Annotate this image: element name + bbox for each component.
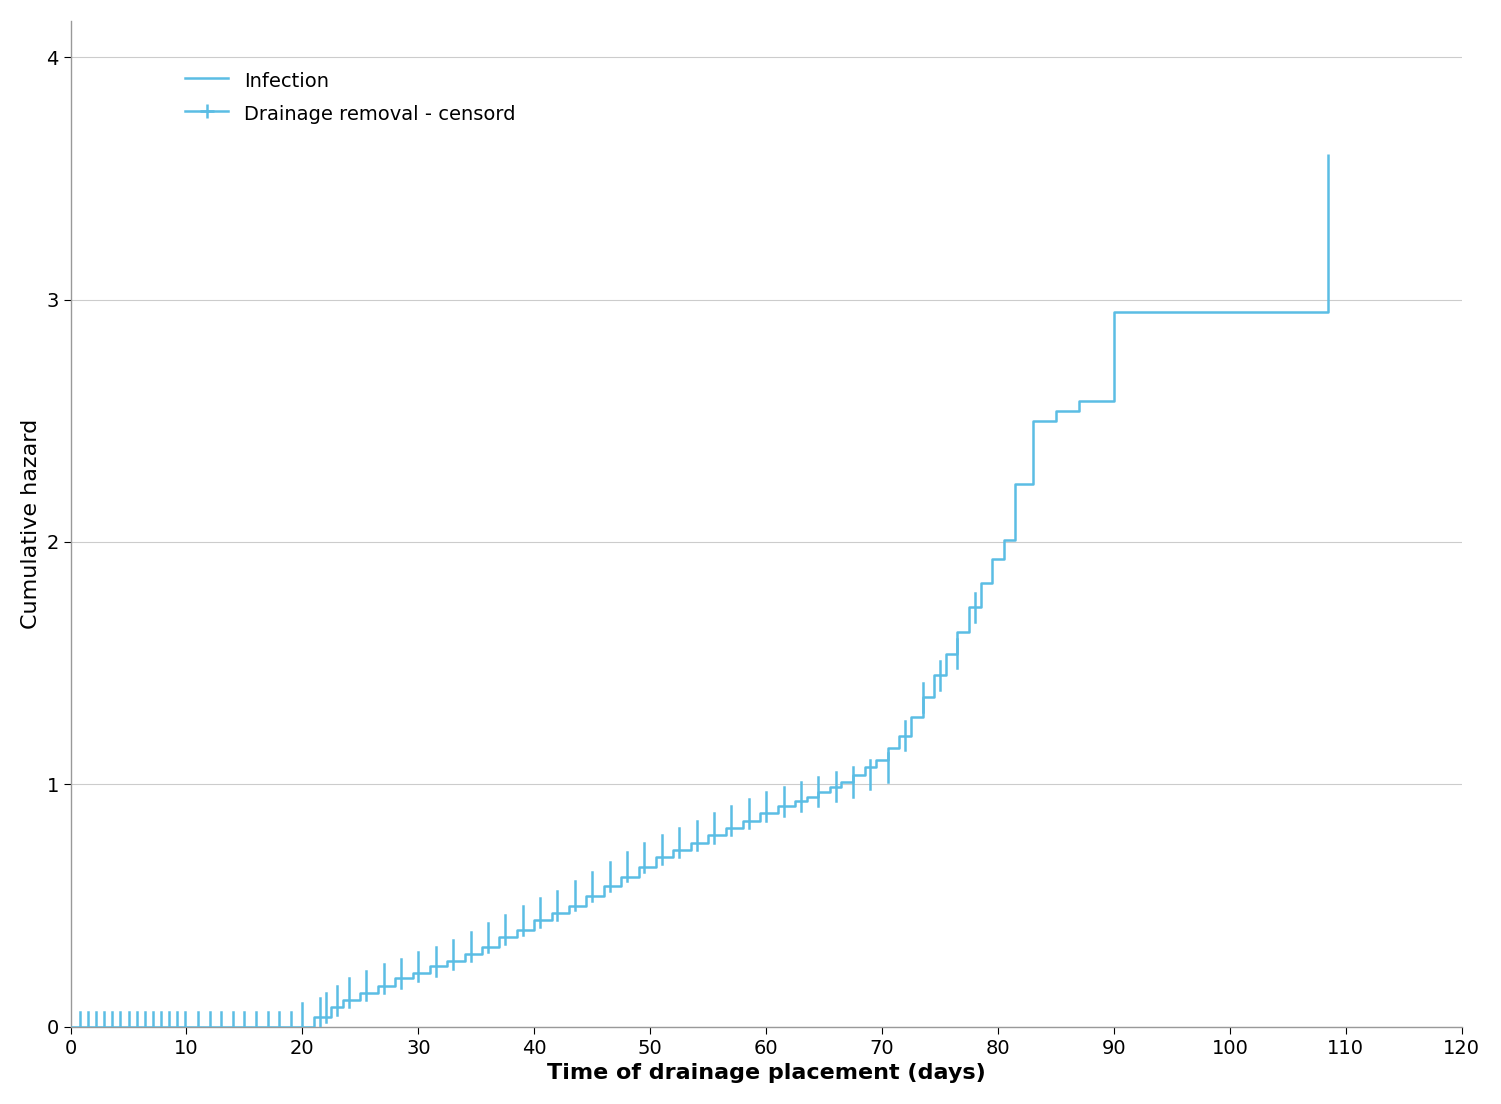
Infection — [1070, 395, 1088, 408]
Line: Infection: Infection — [71, 155, 1328, 1027]
Infection — [752, 814, 770, 827]
Infection — [716, 821, 734, 835]
Y-axis label: Cumulative hazard: Cumulative hazard — [21, 418, 41, 629]
X-axis label: Time of drainage placement (days): Time of drainage placement (days) — [546, 1063, 986, 1083]
Infection — [1319, 148, 1337, 161]
Infection — [1133, 305, 1151, 318]
Infection — [1319, 148, 1337, 161]
Infection — [62, 1020, 80, 1033]
Infection — [560, 899, 578, 912]
Legend: Infection, Drainage removal - censord: Infection, Drainage removal - censord — [177, 61, 522, 134]
Infection — [902, 730, 920, 743]
